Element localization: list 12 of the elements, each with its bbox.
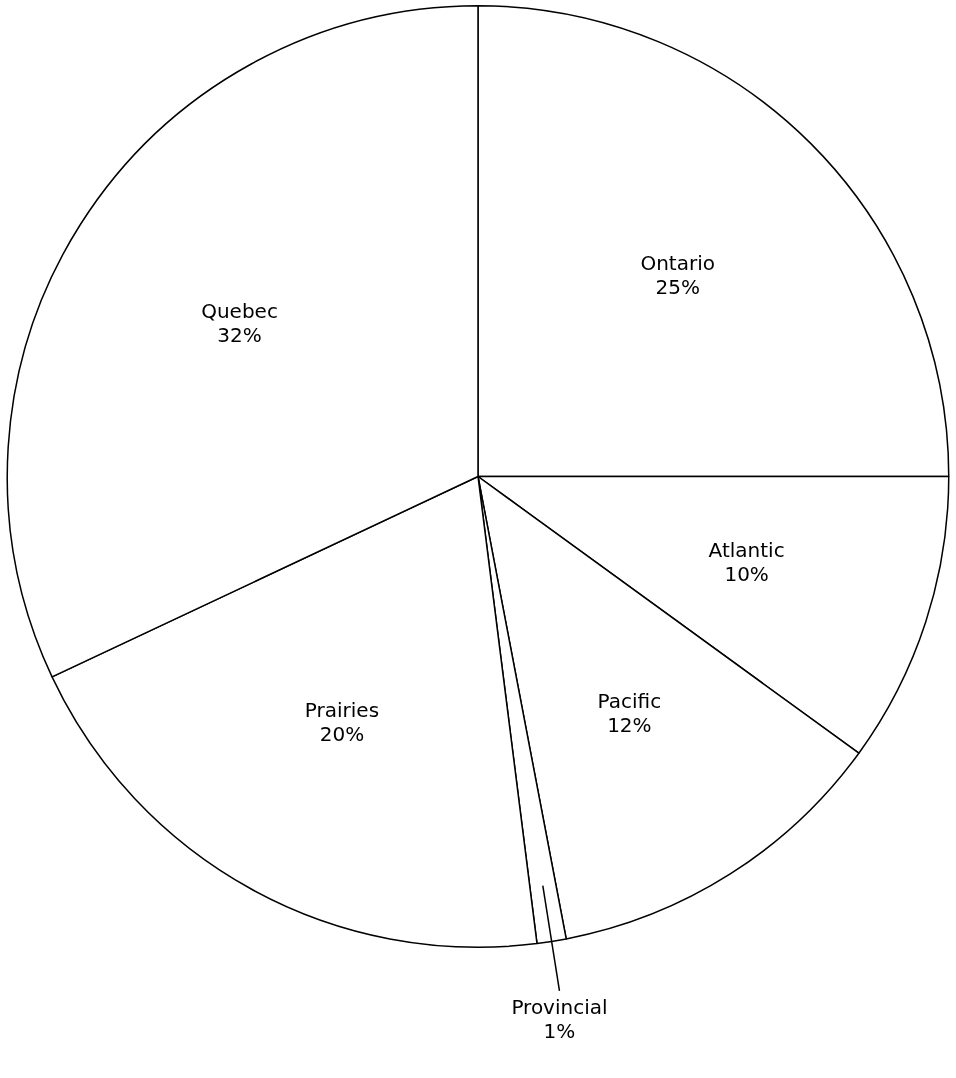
- data-label: 20%: [319, 722, 365, 747]
- data-label: 10%: [724, 561, 769, 586]
- slice-label: Pacific: [597, 689, 662, 714]
- slice-label: Provincial: [511, 995, 608, 1020]
- slice-label: Prairies: [304, 698, 380, 723]
- data-label: 12%: [607, 713, 652, 738]
- slice-label: Ontario: [640, 250, 715, 275]
- slice-label: Quebec: [201, 299, 278, 324]
- data-label: 32%: [217, 323, 262, 348]
- data-label: 1%: [543, 1019, 576, 1044]
- data-label: 25%: [655, 274, 700, 299]
- slice-label: Atlantic: [708, 537, 785, 562]
